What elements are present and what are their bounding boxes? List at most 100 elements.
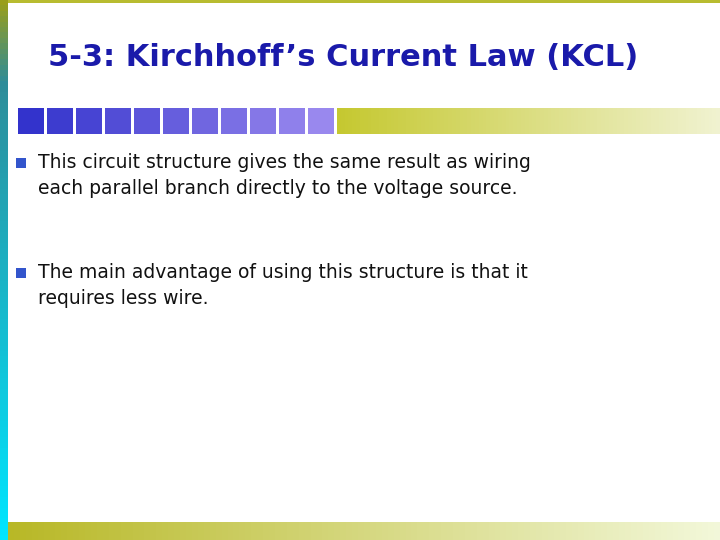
Bar	[0, 151, 8, 157]
Bar	[103, 522, 109, 540]
Bar	[163, 108, 189, 134]
Bar	[388, 522, 394, 540]
Bar	[233, 522, 239, 540]
Bar	[394, 522, 400, 540]
Bar	[358, 522, 364, 540]
Bar	[631, 522, 637, 540]
Bar	[250, 108, 276, 134]
Bar	[632, 108, 636, 134]
Bar	[572, 522, 577, 540]
Bar	[0, 194, 8, 200]
Bar	[0, 248, 8, 254]
Bar	[489, 522, 495, 540]
Bar	[0, 416, 8, 421]
Bar	[536, 108, 541, 134]
Bar	[228, 522, 233, 540]
Bar	[0, 178, 8, 184]
Bar	[360, 108, 365, 134]
Bar	[540, 108, 545, 134]
Bar	[402, 108, 407, 134]
Bar	[0, 205, 8, 211]
Bar	[536, 522, 542, 540]
Text: The main advantage of using this structure is that it: The main advantage of using this structu…	[38, 262, 528, 281]
Bar	[702, 522, 708, 540]
Bar	[0, 329, 8, 335]
Bar	[453, 522, 459, 540]
Bar	[559, 108, 564, 134]
Bar	[479, 108, 484, 134]
Bar	[186, 522, 192, 540]
Bar	[0, 502, 8, 508]
Bar	[68, 522, 73, 540]
Bar	[337, 108, 342, 134]
Bar	[398, 108, 403, 134]
Bar	[346, 522, 352, 540]
Bar	[649, 522, 654, 540]
Bar	[37, 522, 44, 540]
Bar	[0, 43, 8, 49]
Bar	[16, 268, 26, 278]
Bar	[14, 522, 20, 540]
Bar	[246, 522, 251, 540]
Bar	[0, 421, 8, 427]
Bar	[345, 108, 349, 134]
Bar	[697, 108, 702, 134]
Bar	[368, 108, 372, 134]
Bar	[0, 367, 8, 373]
Bar	[405, 522, 411, 540]
Bar	[670, 108, 675, 134]
Bar	[239, 522, 246, 540]
Bar	[114, 522, 121, 540]
Bar	[643, 522, 649, 540]
Bar	[477, 522, 482, 540]
Bar	[0, 27, 8, 32]
Bar	[0, 254, 8, 259]
Bar	[637, 522, 643, 540]
Bar	[0, 157, 8, 162]
Bar	[317, 522, 323, 540]
Bar	[644, 108, 648, 134]
Bar	[281, 522, 287, 540]
Bar	[32, 522, 37, 540]
Bar	[0, 373, 8, 378]
Bar	[0, 124, 8, 130]
Bar	[662, 108, 667, 134]
Bar	[8, 522, 14, 540]
Bar	[376, 522, 382, 540]
Bar	[85, 522, 91, 540]
Bar	[305, 522, 310, 540]
Bar	[0, 302, 8, 308]
Bar	[121, 522, 127, 540]
Bar	[413, 108, 418, 134]
Bar	[0, 518, 8, 524]
Bar	[204, 522, 210, 540]
Bar	[257, 522, 263, 540]
Bar	[0, 324, 8, 329]
Bar	[364, 522, 370, 540]
Bar	[500, 522, 506, 540]
Bar	[0, 108, 8, 113]
Bar	[216, 522, 222, 540]
Bar	[370, 522, 376, 540]
Bar	[0, 464, 8, 470]
Bar	[567, 108, 572, 134]
Bar	[0, 389, 8, 394]
Bar	[441, 522, 447, 540]
Bar	[18, 108, 44, 134]
Bar	[674, 108, 679, 134]
Bar	[0, 130, 8, 135]
Bar	[0, 459, 8, 464]
Bar	[0, 470, 8, 475]
Bar	[678, 108, 683, 134]
Bar	[308, 108, 334, 134]
Bar	[0, 405, 8, 410]
Bar	[379, 108, 384, 134]
Bar	[0, 524, 8, 529]
Bar	[192, 522, 198, 540]
Bar	[0, 448, 8, 454]
Bar	[482, 522, 489, 540]
Bar	[471, 522, 477, 540]
Bar	[598, 108, 602, 134]
Bar	[685, 108, 690, 134]
Bar	[323, 522, 328, 540]
